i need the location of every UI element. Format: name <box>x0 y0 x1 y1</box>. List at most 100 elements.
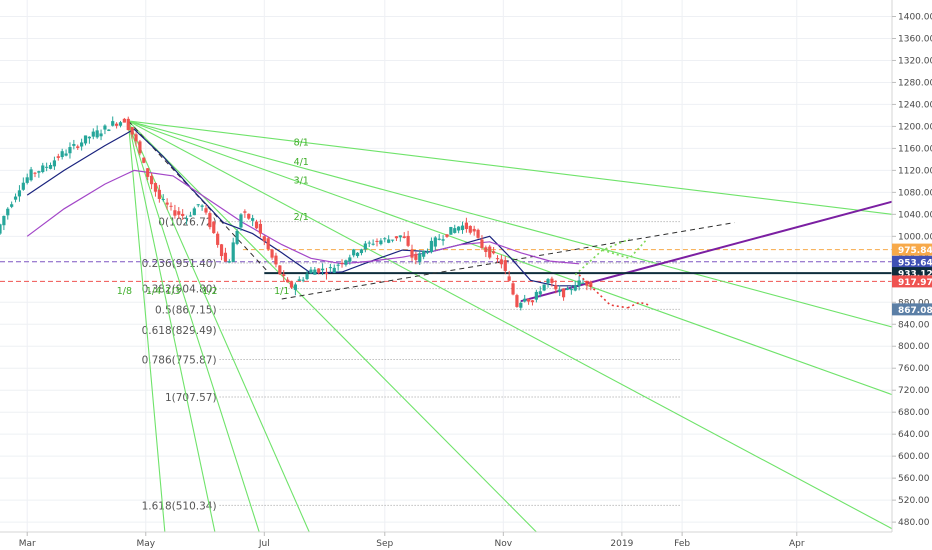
candle-body <box>83 135 88 144</box>
candle-body <box>550 278 554 283</box>
candle-body <box>429 240 434 253</box>
candle-body <box>457 226 461 231</box>
candle-body <box>52 160 57 167</box>
price-tick-label: 1240.00 <box>898 100 932 110</box>
price-tick-label: 600.00 <box>898 452 930 462</box>
price-tick-label: 840.00 <box>898 320 930 330</box>
candle-body <box>379 240 383 245</box>
candle-body <box>181 213 185 216</box>
candle-body <box>161 198 165 200</box>
time-axis[interactable]: Mar May Jul Sep Nov 2019 Feb Apr <box>0 531 892 550</box>
candle-body <box>80 142 84 147</box>
price-tick-label: 720.00 <box>898 386 930 396</box>
candle-body <box>554 285 558 290</box>
candle-body <box>515 295 519 307</box>
candle-body <box>286 279 290 283</box>
horizontal-lines[interactable] <box>0 249 892 282</box>
candle-body <box>91 131 95 137</box>
price-tick-label: 640.00 <box>898 430 930 440</box>
price-tick-label: 1000.00 <box>898 232 932 242</box>
candle-body <box>495 258 500 260</box>
moving-average-line <box>26 169 580 265</box>
candle-body <box>184 218 189 220</box>
candle-body <box>0 224 2 234</box>
candle-body <box>445 234 449 237</box>
price-tick-label: 800.00 <box>898 342 930 352</box>
candle-body <box>192 208 196 216</box>
candle-body <box>561 288 566 298</box>
candle-body <box>282 274 286 276</box>
candle-body <box>126 118 130 131</box>
gann-ray-label: 4/1 <box>294 157 309 168</box>
price-badge-label: 933.12 <box>898 270 932 280</box>
candle-body <box>538 291 542 295</box>
candle-body <box>118 122 123 126</box>
time-tick-label: May <box>136 539 155 549</box>
candle-body <box>2 215 6 226</box>
candle-body <box>305 273 309 280</box>
time-tick-label: Feb <box>674 539 690 549</box>
candle-body <box>258 223 263 234</box>
candle-body <box>17 190 22 197</box>
candle-body <box>99 133 103 137</box>
fib-level-label: 0.5(867.15) <box>155 304 217 316</box>
candle-body <box>10 204 14 207</box>
candle-body <box>60 151 64 158</box>
price-badge <box>892 243 932 256</box>
fibonacci-retracement[interactable]: 0(1026.72) 0.236(951.40) 0.382(904.80) 0.5(… <box>142 217 681 513</box>
gann-ray-1-1 <box>127 120 541 537</box>
candle-body <box>332 267 336 273</box>
candle-body <box>37 171 41 173</box>
price-tick-label: 1400.00 <box>898 12 932 22</box>
candle-body <box>165 202 169 205</box>
candle-body <box>511 283 515 295</box>
candle-body <box>278 265 282 275</box>
candle-body <box>289 282 294 288</box>
candle-body <box>488 246 492 258</box>
candle-body <box>558 289 562 293</box>
time-tick-label: Sep <box>376 539 393 549</box>
candle-body <box>219 244 224 257</box>
candle-body <box>581 282 585 284</box>
candle-body <box>270 249 274 258</box>
candle-body <box>390 239 395 241</box>
candle-body <box>352 249 356 256</box>
candle-body <box>313 269 317 275</box>
candle-body <box>565 288 570 290</box>
candle-body <box>422 250 426 257</box>
gann-ray-label: 1/1 <box>274 286 289 297</box>
price-tick-label: 1280.00 <box>898 78 932 88</box>
price-badge <box>892 255 932 268</box>
candle-body <box>293 284 297 290</box>
candle-body <box>383 238 387 240</box>
candle-body <box>87 136 91 139</box>
candle-body <box>492 251 496 254</box>
projection-path <box>602 238 648 260</box>
fib-level-label: 0.236(951.40) <box>142 258 217 270</box>
price-badge-label: 917.97 <box>898 278 932 288</box>
candle-body <box>188 215 193 217</box>
candle-body <box>266 238 270 250</box>
trendline <box>520 200 893 303</box>
candle-body <box>107 129 111 131</box>
candle-body <box>146 168 150 177</box>
price-tick-label: 560.00 <box>898 474 930 484</box>
candle-body <box>76 146 80 148</box>
candle-body <box>247 213 251 219</box>
candle-body <box>507 276 511 281</box>
gann-ray-8-1 <box>128 120 893 215</box>
candle-body <box>542 284 546 291</box>
price-tick-label: 760.00 <box>898 364 930 374</box>
fib-level-label: 0.382(904.80) <box>142 284 217 296</box>
price-tick-label: 480.00 <box>898 518 930 528</box>
candle-body <box>262 236 266 242</box>
candle-body <box>530 300 535 303</box>
price-tick-label: 1360.00 <box>898 34 932 44</box>
candle-body <box>589 281 593 287</box>
candle-body <box>519 302 523 308</box>
candle-body <box>25 177 29 183</box>
candle-body <box>173 210 177 216</box>
